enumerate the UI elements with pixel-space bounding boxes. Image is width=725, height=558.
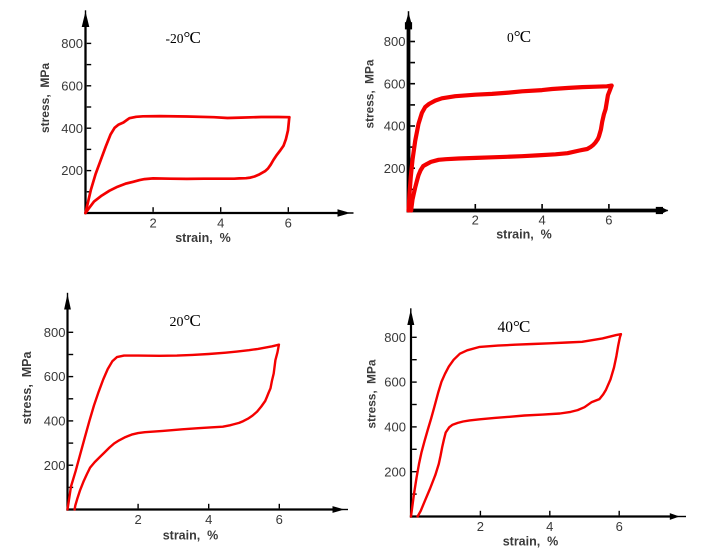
svg-text:2: 2	[477, 519, 484, 534]
svg-text:6: 6	[276, 512, 283, 527]
svg-text:400: 400	[61, 121, 83, 136]
svg-text:40°C: 40°C	[498, 317, 531, 336]
svg-text:4: 4	[205, 512, 212, 527]
svg-text:4: 4	[538, 212, 545, 227]
svg-text:strain, %: strain, %	[496, 228, 552, 242]
svg-text:6: 6	[285, 215, 292, 230]
svg-text:800: 800	[44, 325, 66, 340]
svg-text:4: 4	[217, 215, 224, 230]
svg-text:2: 2	[149, 215, 156, 230]
svg-text:strain, %: strain, %	[503, 535, 559, 549]
svg-text:200: 200	[384, 464, 406, 479]
svg-text:200: 200	[61, 163, 83, 178]
svg-text:800: 800	[384, 330, 406, 345]
svg-text:4: 4	[546, 519, 553, 534]
svg-text:400: 400	[384, 420, 406, 435]
svg-text:stress, MPa: stress, MPa	[363, 59, 377, 128]
svg-text:400: 400	[44, 414, 66, 429]
svg-text:strain, %: strain, %	[163, 529, 219, 543]
svg-text:stress, MPa: stress, MPa	[20, 350, 34, 424]
svg-text:2: 2	[134, 512, 141, 527]
svg-text:0°C: 0°C	[507, 27, 531, 46]
svg-text:6: 6	[616, 519, 623, 534]
svg-text:20°C: 20°C	[170, 311, 201, 330]
svg-text:stress, MPa: stress, MPa	[38, 63, 52, 133]
svg-text:400: 400	[384, 119, 406, 134]
svg-text:800: 800	[61, 36, 83, 51]
svg-text:200: 200	[384, 161, 406, 176]
svg-text:2: 2	[472, 212, 479, 227]
svg-text:600: 600	[44, 369, 66, 384]
svg-text:600: 600	[384, 76, 406, 91]
svg-text:600: 600	[384, 375, 406, 390]
svg-text:stress, MPa: stress, MPa	[365, 359, 379, 428]
svg-text:200: 200	[44, 458, 66, 473]
svg-text:800: 800	[384, 34, 406, 49]
svg-text:-20°C: -20°C	[166, 28, 201, 47]
svg-text:6: 6	[605, 212, 612, 227]
svg-text:strain, %: strain, %	[175, 231, 231, 245]
svg-text:600: 600	[61, 78, 83, 93]
